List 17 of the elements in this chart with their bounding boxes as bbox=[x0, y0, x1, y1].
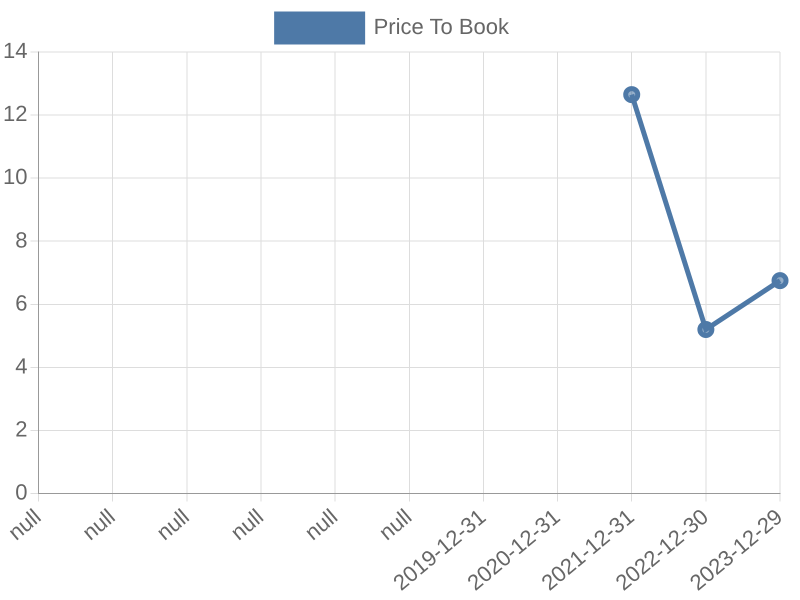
x-tick-label: null bbox=[152, 504, 194, 546]
x-tick-label: null bbox=[226, 504, 268, 546]
y-tick-label: 2 bbox=[15, 416, 28, 442]
y-tick-label: 10 bbox=[2, 164, 28, 190]
y-tick-label: 14 bbox=[2, 38, 28, 64]
x-tick-label: null bbox=[77, 504, 120, 546]
x-tick-label: null bbox=[3, 504, 46, 546]
point bbox=[697, 320, 714, 338]
y-tick-label: 12 bbox=[2, 101, 28, 126]
y-tick-label: 6 bbox=[15, 290, 28, 316]
y-tick-label: 0 bbox=[15, 480, 28, 505]
point bbox=[623, 86, 640, 104]
x-tick-label: null bbox=[300, 504, 342, 546]
y-tick-label: 8 bbox=[15, 227, 28, 252]
y-tick-label: 4 bbox=[15, 353, 28, 378]
point bbox=[772, 272, 789, 290]
legend-label: Price To Book bbox=[374, 14, 510, 40]
